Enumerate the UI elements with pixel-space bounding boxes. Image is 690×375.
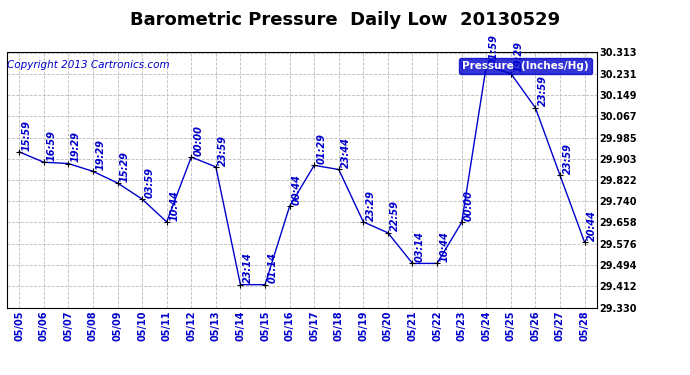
Text: 20:44: 20:44: [587, 210, 597, 241]
Text: 00:00: 00:00: [194, 125, 204, 156]
Text: 23:59: 23:59: [538, 76, 548, 106]
Text: 10:44: 10:44: [169, 190, 179, 220]
Text: 01:29: 01:29: [317, 133, 326, 164]
Text: 23:14: 23:14: [243, 252, 253, 284]
Text: 01:59: 01:59: [489, 34, 499, 65]
Text: 19:29: 19:29: [513, 41, 523, 72]
Text: 22:59: 22:59: [391, 201, 400, 231]
Text: 03:59: 03:59: [145, 167, 155, 198]
Text: 00:00: 00:00: [464, 190, 474, 221]
Text: 19:29: 19:29: [95, 139, 106, 170]
Text: 10:44: 10:44: [440, 231, 449, 262]
Text: 23:29: 23:29: [366, 190, 376, 220]
Text: Copyright 2013 Cartronics.com: Copyright 2013 Cartronics.com: [7, 60, 170, 70]
Text: 01:14: 01:14: [268, 252, 277, 284]
Text: 23:59: 23:59: [218, 135, 228, 166]
Text: 15:29: 15:29: [120, 151, 130, 182]
Text: Barometric Pressure  Daily Low  20130529: Barometric Pressure Daily Low 20130529: [130, 11, 560, 29]
Text: 19:29: 19:29: [71, 131, 81, 162]
Text: 16:59: 16:59: [46, 130, 56, 161]
Legend: Pressure  (Inches/Hg): Pressure (Inches/Hg): [459, 58, 591, 74]
Text: 23:59: 23:59: [562, 143, 573, 174]
Text: 15:59: 15:59: [21, 120, 32, 150]
Text: 23:44: 23:44: [341, 137, 351, 168]
Text: 03:14: 03:14: [415, 231, 425, 262]
Text: 00:44: 00:44: [292, 174, 302, 205]
